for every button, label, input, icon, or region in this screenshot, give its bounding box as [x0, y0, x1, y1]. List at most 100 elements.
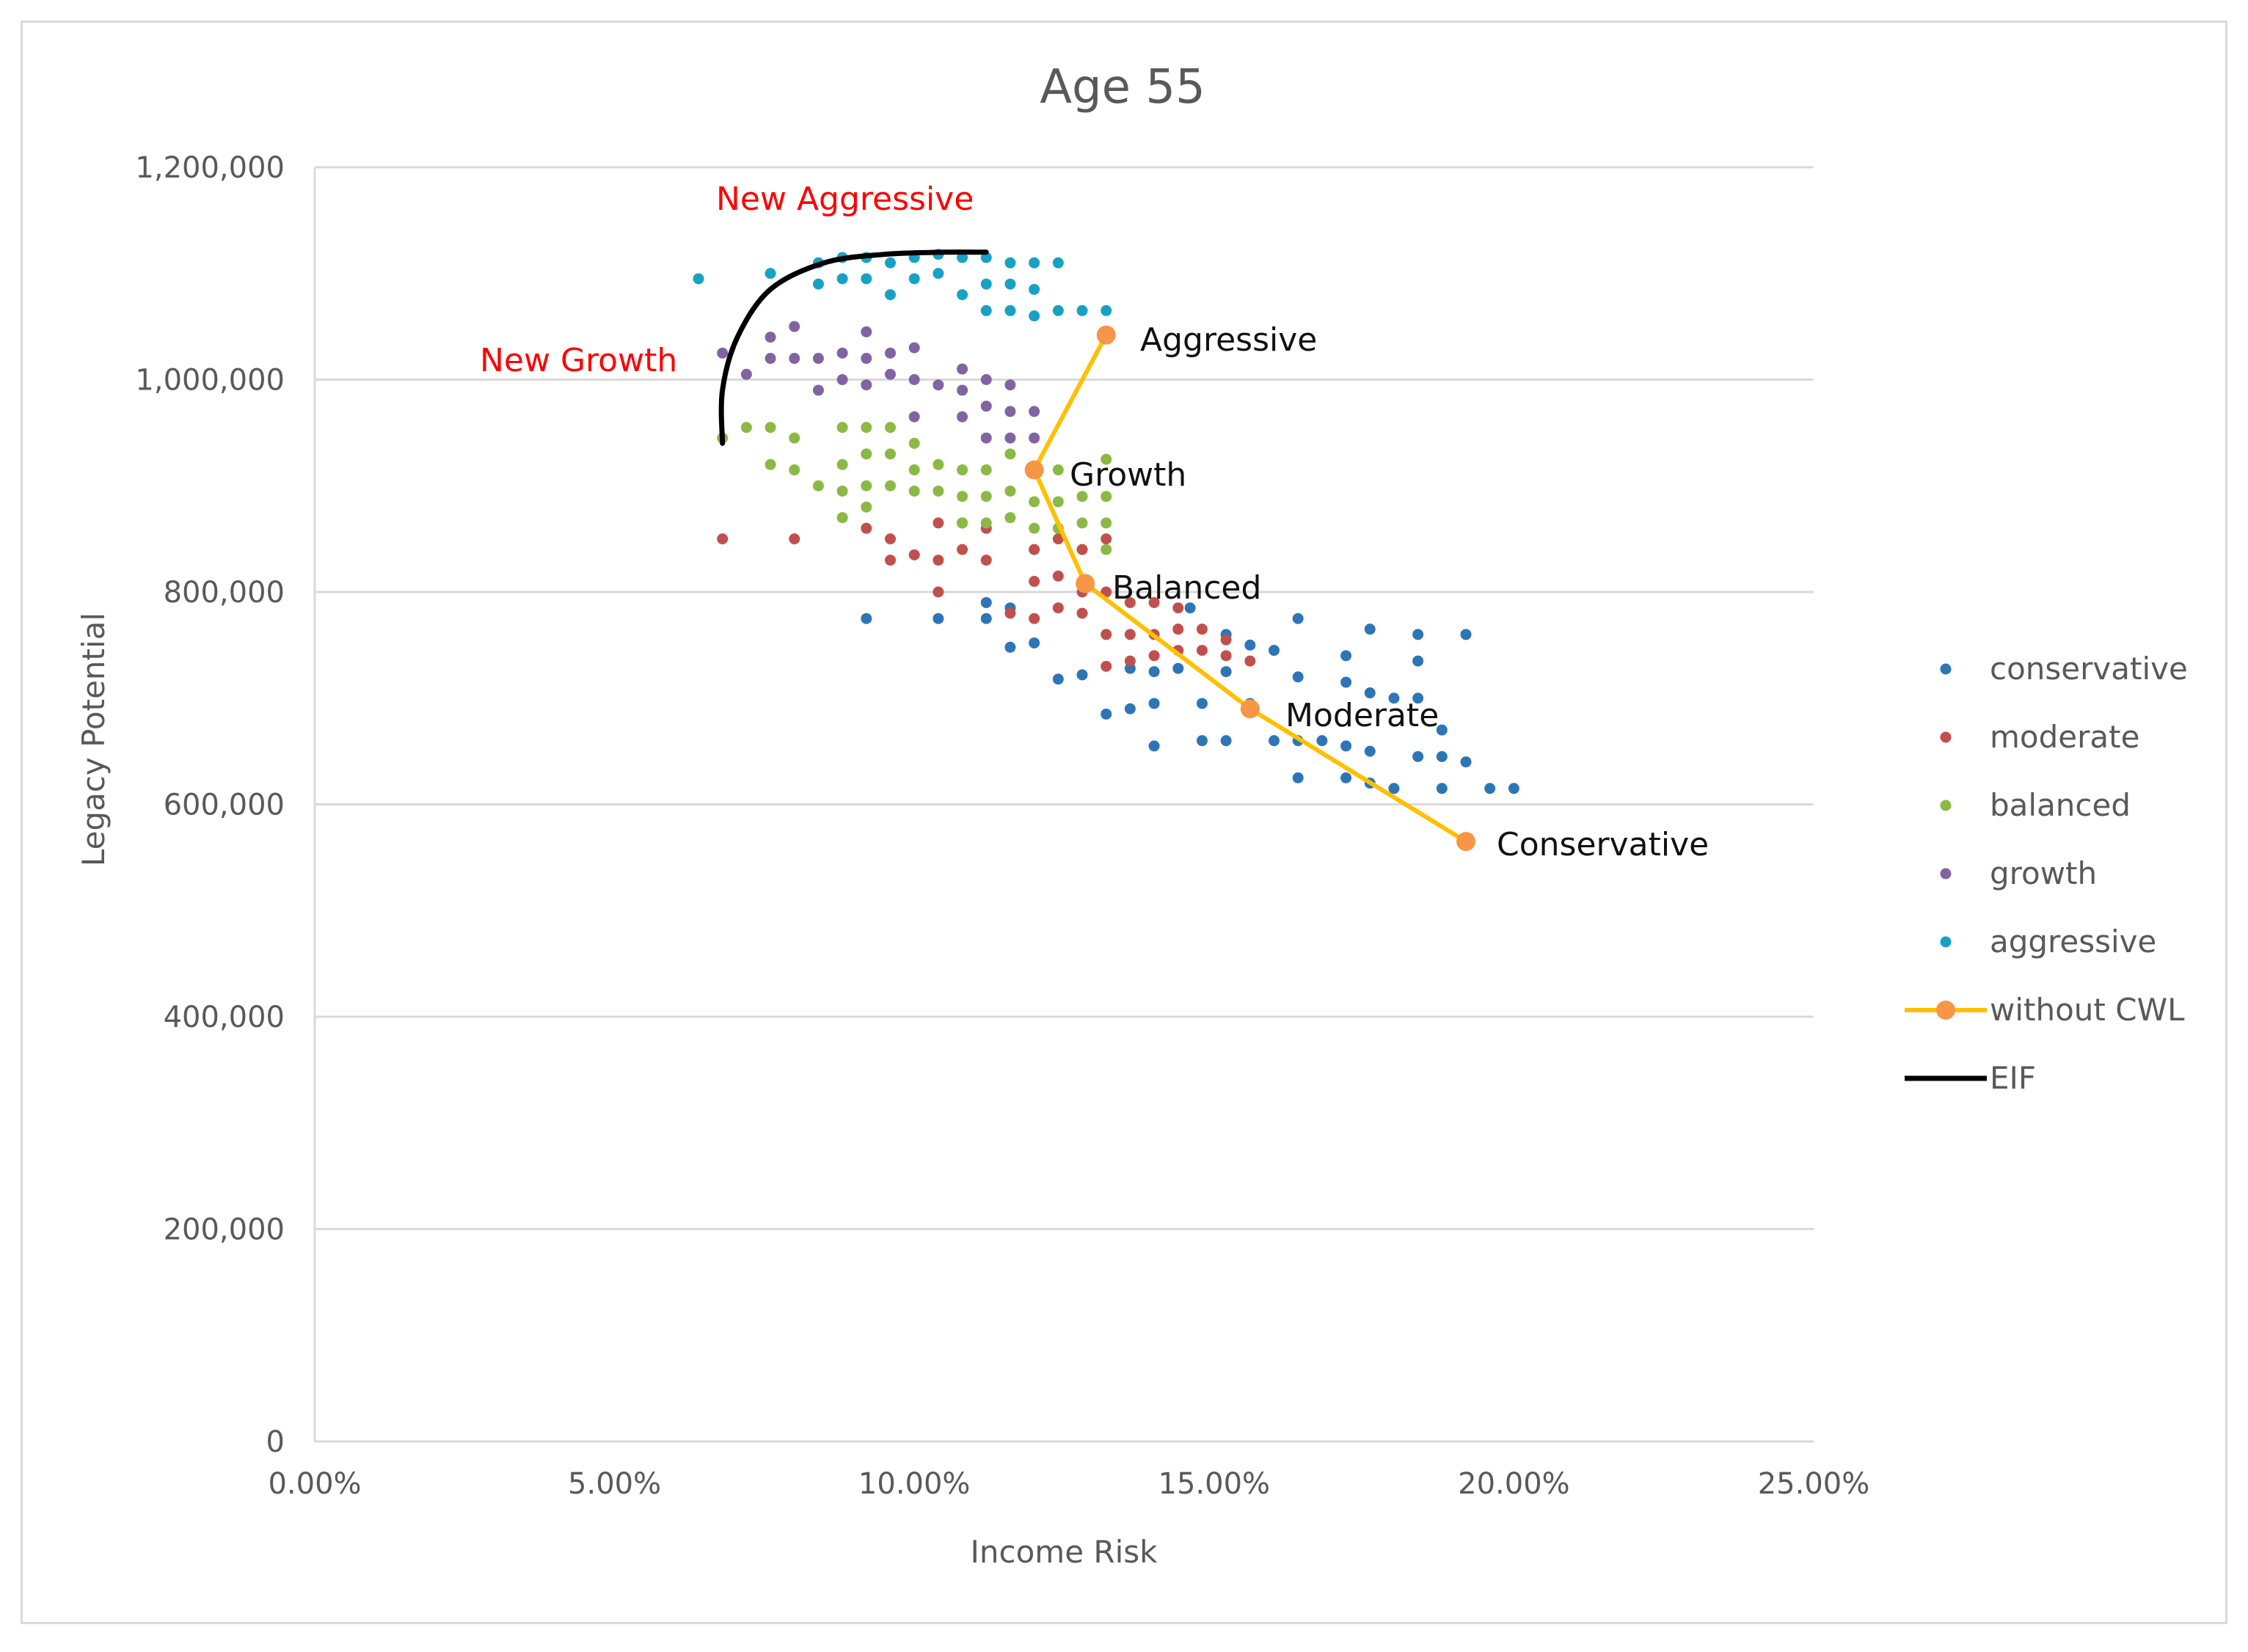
data-point	[1172, 624, 1184, 635]
data-point	[693, 273, 704, 285]
data-point	[1052, 533, 1064, 545]
data-point	[1076, 304, 1088, 316]
data-point	[836, 273, 848, 285]
data-point	[836, 458, 848, 470]
data-point	[980, 613, 992, 624]
data-point	[861, 522, 872, 534]
legend-marker	[1940, 663, 1952, 675]
legend-item: conservative	[1940, 651, 2188, 687]
data-point	[1220, 634, 1232, 646]
data-point	[908, 374, 920, 385]
data-point	[1029, 544, 1040, 555]
data-point	[1101, 491, 1112, 502]
data-point	[1052, 464, 1064, 476]
data-point	[1436, 724, 1448, 736]
data-point	[861, 353, 872, 365]
series-without-cwl	[1024, 325, 1476, 852]
x-axis-ticks: 0.00% 5.00% 10.00% 15.00% 20.00% 25.00%	[268, 1467, 1869, 1501]
legend-label: without CWL	[1990, 992, 2185, 1028]
line-marker	[1076, 574, 1095, 593]
legend-item: EIF	[1905, 1060, 2036, 1096]
data-point	[1172, 602, 1184, 614]
data-point	[812, 384, 824, 396]
data-point	[980, 491, 992, 502]
x-tick-label: 10.00%	[858, 1467, 971, 1501]
data-point	[980, 555, 992, 566]
data-point	[933, 458, 944, 470]
series-conservative	[861, 596, 1519, 794]
eif-line	[718, 249, 989, 446]
data-point	[861, 379, 872, 391]
data-point	[1101, 304, 1112, 316]
legend-marker	[1940, 868, 1952, 880]
x-tick-label: 5.00%	[568, 1467, 661, 1501]
line-marker	[1024, 460, 1044, 480]
data-point	[1148, 666, 1160, 678]
data-point	[1340, 650, 1352, 662]
data-point	[1124, 655, 1136, 667]
data-point	[1004, 379, 1016, 391]
data-point	[1029, 637, 1040, 648]
data-point	[1172, 662, 1184, 674]
legend-label: balanced	[1990, 787, 2131, 823]
data-point	[1148, 596, 1160, 608]
legend-item: moderate	[1940, 719, 2139, 755]
data-point	[1220, 735, 1232, 747]
data-point	[1101, 660, 1112, 672]
chart-title: Age 55	[1040, 60, 1205, 114]
y-tick-label: 800,000	[164, 576, 285, 610]
data-point	[908, 485, 920, 497]
data-point	[1004, 512, 1016, 524]
data-point	[1124, 703, 1136, 714]
data-point	[1508, 783, 1519, 794]
data-point	[1029, 576, 1040, 588]
data-point	[1269, 735, 1280, 747]
data-point	[1076, 669, 1088, 681]
legend: conservative moderate balanced growth aggres…	[1905, 651, 2188, 1096]
y-axis-label: Legacy Potential	[76, 613, 112, 866]
data-point	[812, 480, 824, 491]
data-point	[740, 422, 752, 434]
series-eif	[718, 249, 989, 446]
data-point	[908, 464, 920, 476]
data-point	[933, 379, 944, 391]
annotation-new-aggressive: New Aggressive	[716, 180, 974, 218]
data-point	[836, 512, 848, 524]
x-axis-label: Income Risk	[971, 1534, 1158, 1570]
data-point	[1364, 624, 1376, 635]
legend-marker	[1940, 936, 1952, 948]
data-point	[1052, 304, 1064, 316]
data-point	[1460, 629, 1472, 640]
data-point	[933, 613, 944, 624]
data-point	[908, 342, 920, 354]
annotations: Aggressive Growth Balanced Moderate Cons…	[480, 180, 1709, 863]
data-point	[1412, 692, 1424, 704]
data-point	[980, 278, 992, 290]
series-growth	[717, 321, 1040, 444]
data-point	[861, 613, 872, 624]
data-point	[764, 422, 776, 434]
data-point	[980, 432, 992, 444]
data-point	[1004, 607, 1016, 619]
data-point	[789, 533, 800, 545]
data-point	[1004, 641, 1016, 653]
data-point	[1029, 432, 1040, 444]
x-tick-label: 15.00%	[1158, 1467, 1271, 1501]
data-point	[1052, 570, 1064, 582]
data-point	[1196, 735, 1208, 747]
data-point	[717, 533, 729, 545]
y-tick-label: 200,000	[164, 1213, 285, 1247]
data-point	[1148, 650, 1160, 662]
data-point	[1340, 676, 1352, 688]
data-point	[957, 289, 968, 301]
data-point	[1412, 655, 1424, 667]
data-point	[1101, 453, 1112, 465]
legend-label: aggressive	[1990, 924, 2156, 960]
x-tick-label: 25.00%	[1758, 1467, 1870, 1501]
data-point	[861, 273, 872, 285]
data-point	[1196, 624, 1208, 635]
data-point	[1029, 522, 1040, 534]
data-point	[1004, 432, 1016, 444]
data-point	[836, 422, 848, 434]
